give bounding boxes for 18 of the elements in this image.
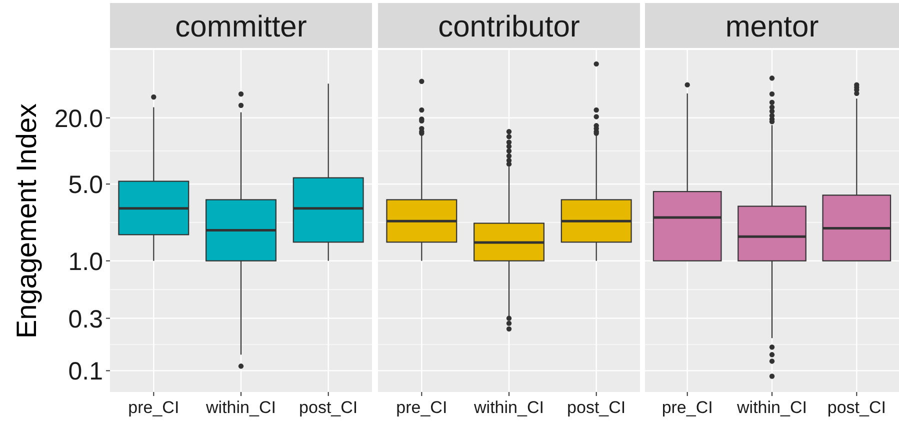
y-tick-label: 0.3 [68, 305, 103, 334]
y-tick-label: 1.0 [68, 248, 103, 276]
chart-title: contributor [438, 10, 580, 44]
x-tick-label: pre_CI [662, 398, 713, 417]
y-tick-label: 20.0 [54, 104, 103, 133]
x-tick-label: pre_CI [396, 398, 448, 417]
x-tick-label: post_CI [567, 398, 626, 417]
x-tick-label: post_CI [299, 398, 358, 417]
chart-title: committer [175, 10, 307, 44]
x-tick-label: within_CI [473, 398, 544, 417]
x-tick-label: within_CI [736, 398, 807, 417]
x-tick-label: post_CI [827, 398, 886, 417]
y-axis-title: Engagement Index [11, 103, 42, 339]
x-tick-label: pre_CI [128, 398, 180, 417]
y-tick-label: 5.0 [68, 171, 103, 200]
chart-title: mentor [725, 10, 819, 44]
y-tick-label: 0.1 [68, 358, 103, 386]
x-tick-label: within_CI [205, 398, 276, 417]
